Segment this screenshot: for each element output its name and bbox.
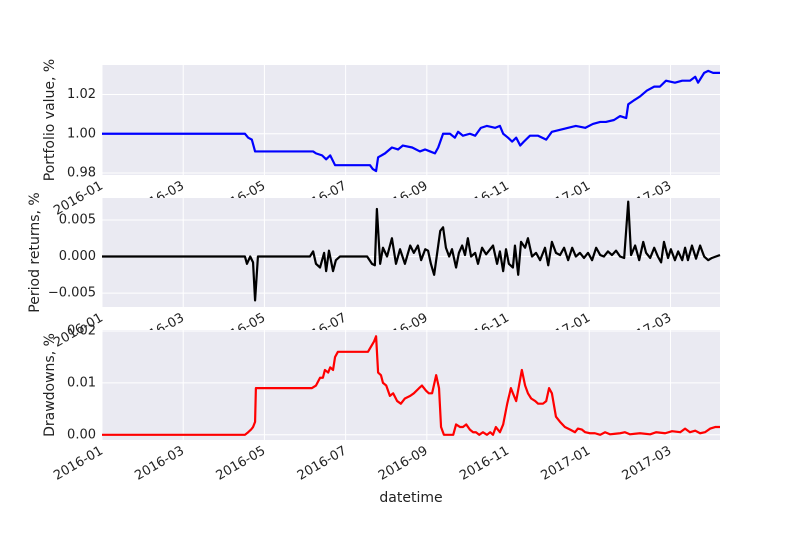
- x-tick-label: 2016-09: [376, 444, 431, 484]
- y-tick-label: 0.005: [59, 212, 96, 227]
- y-axis-label: Portfolio value, %: [42, 59, 58, 182]
- x-axis-label: datetime: [379, 490, 442, 506]
- line: [102, 335, 720, 436]
- y-axis-label: Period returns, %: [27, 192, 43, 312]
- y-tick-label: 0.01: [67, 375, 96, 390]
- y-tick-label: −0.005: [48, 286, 96, 301]
- x-tick-label: 2016-01: [51, 444, 106, 484]
- y-tick-label: 1.02: [67, 87, 96, 102]
- x-tick-label: 2017-03: [620, 444, 675, 484]
- line: [102, 69, 720, 173]
- y-tick-label: 1.00: [67, 126, 96, 141]
- x-tick-label: 2016-05: [214, 444, 269, 484]
- y-tick-label: 0.000: [59, 249, 96, 264]
- line: [102, 200, 721, 302]
- y-tick-label: 0.98: [67, 166, 96, 181]
- y-tick-label: 0.00: [67, 427, 96, 442]
- x-tick-label: 2016-07: [295, 444, 350, 484]
- plot-background: [102, 330, 720, 440]
- y-tick-label: 0.02: [67, 324, 96, 339]
- x-tick-label: 2017-01: [538, 444, 593, 484]
- x-tick-label: 2016-11: [457, 444, 512, 484]
- plot-background: [102, 65, 720, 175]
- y-axis-label: Drawdowns, %: [42, 333, 58, 437]
- x-tick-label: 2016-03: [132, 444, 187, 484]
